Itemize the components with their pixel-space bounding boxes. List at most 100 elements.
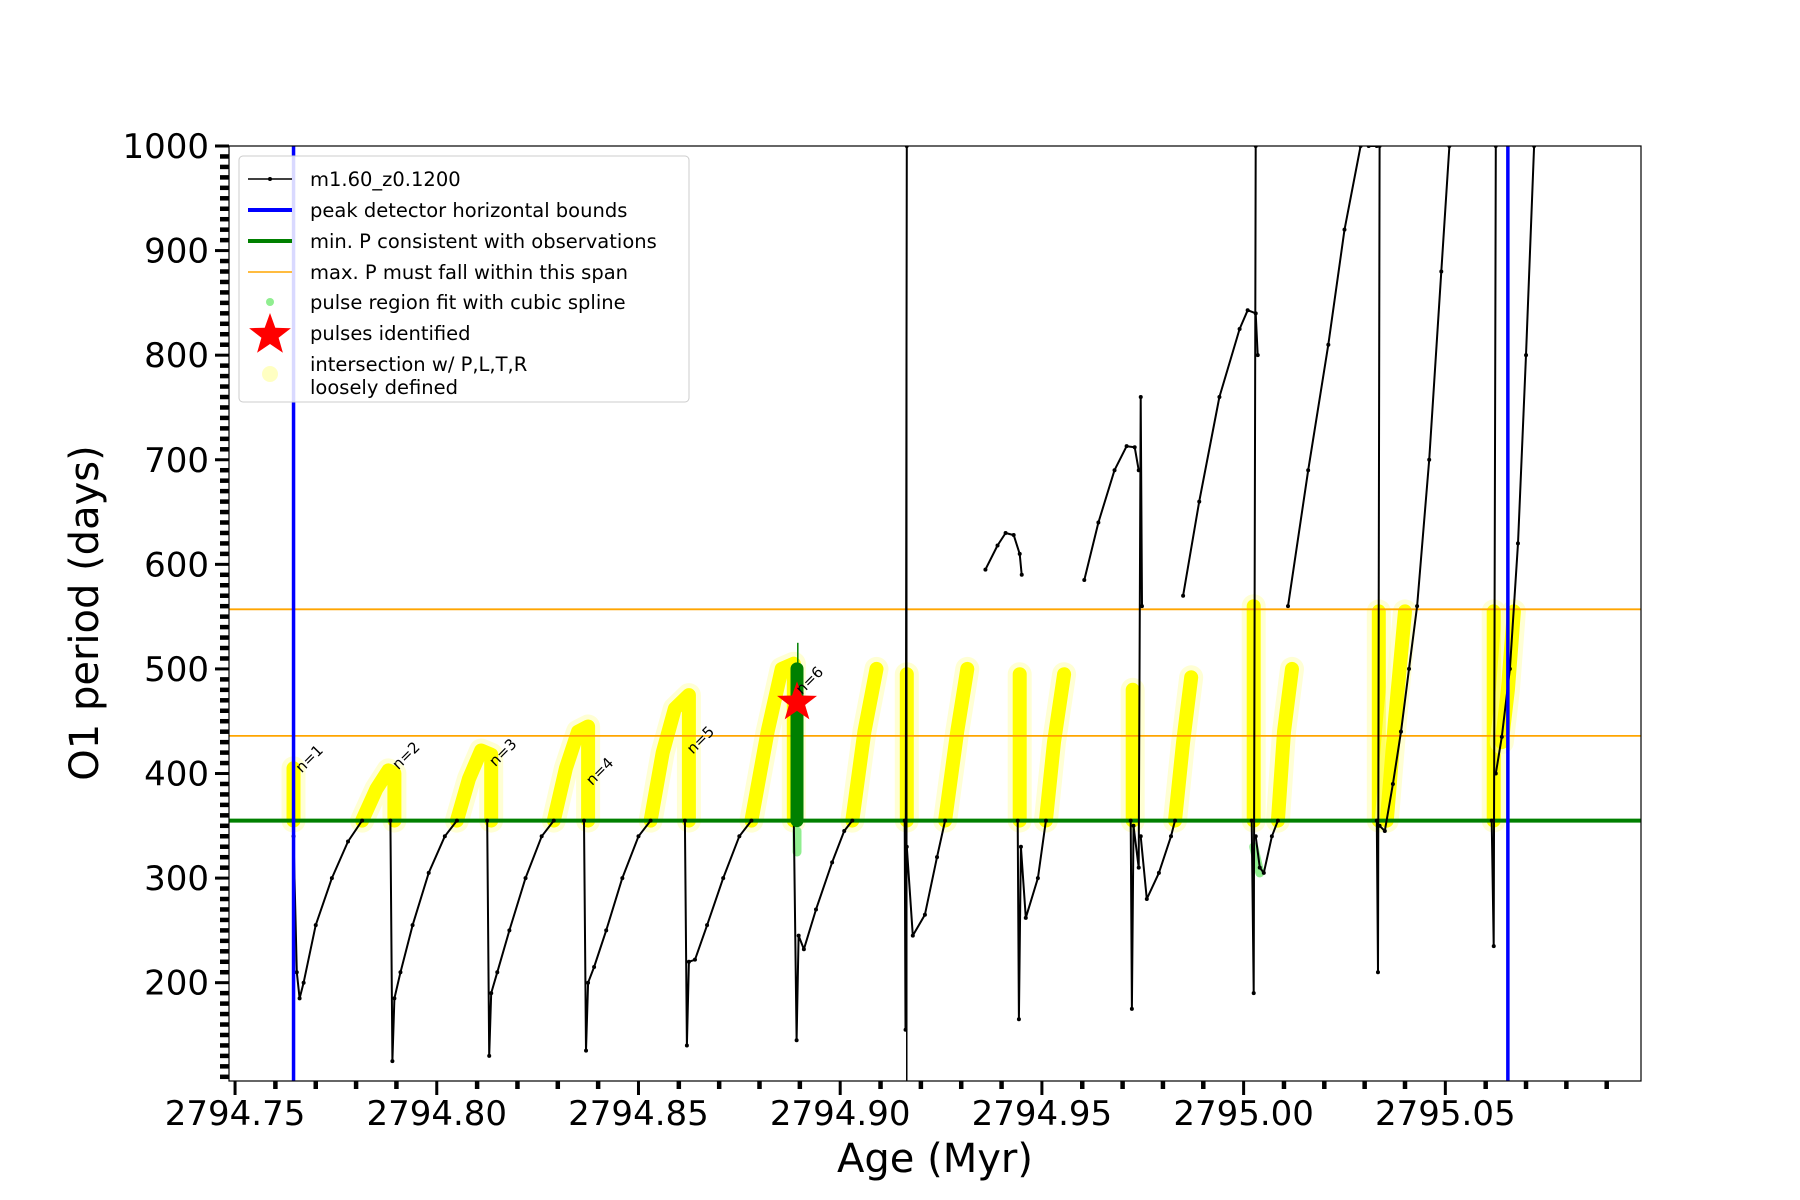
model-track-point xyxy=(485,818,490,823)
model-track-point xyxy=(1255,353,1260,358)
model-track-point xyxy=(1374,818,1379,823)
model-track-line xyxy=(486,819,555,1057)
model-track-point xyxy=(398,970,403,975)
legend-label: max. P must fall within this span xyxy=(310,261,628,284)
model-track-point xyxy=(487,1053,492,1058)
plot-area: n=1 n=2 n=3n=4n=5n=6 xyxy=(229,146,1641,1081)
model-track-point xyxy=(1112,468,1117,473)
model-track-point xyxy=(850,818,855,823)
legend-handle-star xyxy=(249,313,291,353)
model-track-point xyxy=(1398,729,1403,734)
model-track-point xyxy=(737,834,742,839)
model-track-point xyxy=(426,870,431,875)
model-track-point xyxy=(922,912,927,917)
model-track-line xyxy=(292,820,363,1000)
model-track-point xyxy=(904,844,909,849)
model-track-point xyxy=(902,818,907,823)
model-track-point xyxy=(346,839,351,844)
model-track-point xyxy=(1375,970,1380,975)
intersection-region xyxy=(845,661,884,828)
legend-label: m1.60_z0.1200 xyxy=(310,168,461,191)
model-track-line xyxy=(792,819,854,1042)
model-track-line xyxy=(583,819,652,1052)
model-track-point xyxy=(620,876,625,881)
model-track-line xyxy=(1129,396,1143,1010)
model-track-point xyxy=(1439,269,1444,274)
model-track-point xyxy=(705,923,710,928)
x-tick-label: 2794.95 xyxy=(972,1094,1113,1134)
model-track-point xyxy=(1491,944,1496,949)
model-track-point xyxy=(684,1043,689,1048)
model-track-point xyxy=(1493,771,1498,776)
model-track-line xyxy=(389,819,458,1063)
intersection-region xyxy=(1168,670,1199,828)
legend-label: loosely defined xyxy=(310,376,458,399)
model-track-point xyxy=(1129,1006,1134,1011)
model-track-point xyxy=(592,965,597,970)
model-track-point xyxy=(1131,823,1136,828)
model-track-point xyxy=(1136,865,1141,870)
model-track-point xyxy=(1326,342,1331,347)
model-track-point xyxy=(1390,781,1395,786)
model-track-point xyxy=(1306,468,1311,473)
model-track-point xyxy=(1245,308,1250,313)
model-track-point xyxy=(995,543,1000,548)
model-track-point xyxy=(582,818,587,823)
model-track-line xyxy=(1494,146,1536,774)
model-track-point xyxy=(1257,865,1262,870)
model-track-point xyxy=(1286,604,1290,609)
model-track-point xyxy=(388,818,393,823)
model-track-point xyxy=(1043,818,1048,823)
model-track-point xyxy=(1035,876,1040,881)
model-track-point xyxy=(1237,327,1242,332)
model-track-point xyxy=(1169,834,1174,839)
model-track-point xyxy=(1377,823,1382,828)
model-track-point xyxy=(1197,499,1202,504)
model-track-point xyxy=(442,834,447,839)
model-track-point xyxy=(390,1059,395,1064)
model-track-point xyxy=(1251,991,1256,996)
y-tick-label: 400 xyxy=(144,755,209,795)
model-track-point xyxy=(686,959,691,964)
model-track-point xyxy=(910,933,915,938)
model-track-point xyxy=(1261,870,1266,875)
model-track-point xyxy=(1415,604,1420,609)
model-track-point xyxy=(584,1048,589,1053)
model-track-point xyxy=(329,876,334,881)
model-track-point xyxy=(1489,818,1494,823)
model-track-point xyxy=(1138,395,1143,400)
model-track-point xyxy=(297,996,302,1001)
model-track-point xyxy=(721,876,726,881)
model-track-point xyxy=(794,1038,799,1043)
model-track-point xyxy=(301,980,306,985)
model-track-point xyxy=(523,876,528,881)
model-track-point xyxy=(1515,541,1520,546)
model-track-point xyxy=(1342,227,1347,232)
legend-label: min. P consistent with observations xyxy=(310,230,657,253)
model-track-point xyxy=(1269,834,1274,839)
model-track-line xyxy=(1016,820,1047,1021)
model-track-point xyxy=(1253,834,1258,839)
model-track-point xyxy=(1138,834,1143,839)
intersection-region xyxy=(1379,604,1412,828)
model-track-point xyxy=(1016,1017,1021,1022)
model-track-point xyxy=(1128,818,1133,823)
legend-label: intersection w/ P,L,T,R xyxy=(310,353,527,376)
legend-handle-spline-dot xyxy=(266,298,274,306)
x-axis-title: Age (Myr) xyxy=(837,1136,1033,1182)
axes: 2794.75 2794.80 2794.85 2794.90 2794.95 2795.… xyxy=(122,127,1609,1134)
legend-handle-circle xyxy=(262,366,278,382)
model-track-point xyxy=(551,818,556,823)
x-tick-label: 2794.75 xyxy=(165,1094,306,1134)
intersection-region xyxy=(938,661,975,828)
model-track-point xyxy=(604,928,609,933)
model-track-point xyxy=(1082,578,1087,583)
plot-frame xyxy=(228,145,1642,1082)
model-track-point xyxy=(1132,445,1137,450)
y-axis-title: O1 period (days) xyxy=(62,445,108,780)
y-tick-label: 600 xyxy=(144,545,209,585)
y-tick-label: 200 xyxy=(144,964,209,1004)
model-track-point xyxy=(943,818,948,823)
model-track-point xyxy=(1139,604,1144,609)
model-track-point xyxy=(749,818,754,823)
